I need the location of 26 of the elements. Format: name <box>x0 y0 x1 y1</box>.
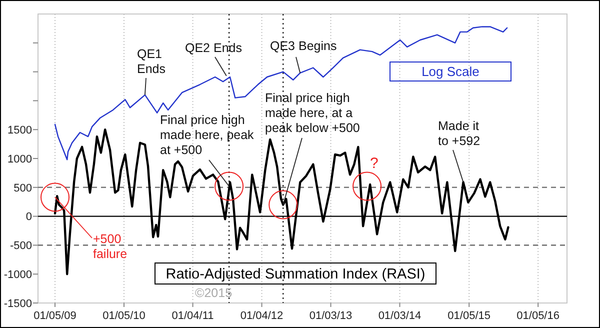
annotation: Final price high made here, at a peak below +500 <box>265 91 360 135</box>
series-label: Ratio-Adjusted Summation Index (RASI) <box>166 266 426 283</box>
x-tick-label: 01/05/10 <box>102 310 146 322</box>
y-tick-label: -1000 <box>4 268 32 281</box>
y-tick-label: -1500 <box>4 298 32 310</box>
x-tick-label: 01/04/11 <box>172 310 214 322</box>
annotation: QE2 Ends <box>185 41 242 55</box>
y-tick-label: 500 <box>14 182 32 194</box>
series-label: Log Scale <box>422 64 480 80</box>
y-tick-label: -500 <box>10 240 32 252</box>
annotation: ? <box>370 155 378 172</box>
annotation: Made it to +592 <box>438 119 480 148</box>
annotation: Final price high made here, peak at +500 <box>160 113 255 157</box>
x-tick-label: 01/03/13 <box>309 310 352 322</box>
annotation: QE1 Ends <box>137 47 166 76</box>
x-tick-label: 01/05/09 <box>34 310 76 322</box>
annotation: ©2015 <box>195 286 232 300</box>
x-tick-label: 01/05/15 <box>448 310 491 322</box>
annotation: +500 failure <box>93 232 128 261</box>
y-tick-label: 0 <box>26 211 32 224</box>
annotation: QE3 Begins <box>270 39 337 53</box>
y-tick-label: 1000 <box>8 153 32 166</box>
y-tick-label: 1500 <box>8 124 32 136</box>
x-tick-label: 01/04/12 <box>240 310 284 322</box>
x-tick-label: 01/05/16 <box>516 310 560 322</box>
x-tick-label: 01/03/14 <box>378 310 422 322</box>
